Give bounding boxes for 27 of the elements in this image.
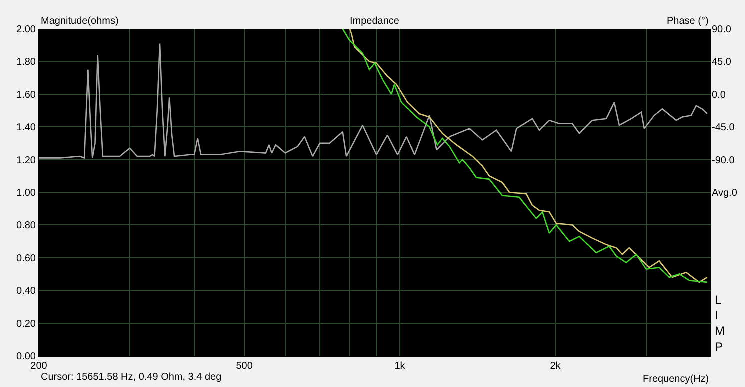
y-tick-label: 0.00: [16, 352, 36, 362]
x-axis-title: Frequency(Hz): [643, 374, 710, 385]
x-tick-label: 1k: [394, 361, 406, 372]
x-tick-label: 200: [30, 361, 48, 372]
y-tick-label: 1.40: [16, 122, 36, 134]
y-tick-label: 2.00: [16, 24, 36, 36]
y-tick-label: 1.00: [16, 188, 36, 199]
y2-tick-label: -45.0: [712, 122, 736, 134]
text: Cursor: 15651.58 Hz, 0.49 Ohm, 3.4 deg: [41, 372, 222, 383]
y-tick-label: 1.20: [16, 155, 36, 166]
y2-tick-label: 45.0: [712, 57, 732, 68]
y2-tick-label: Avg.0: [712, 188, 738, 199]
chart-title: Impedance: [350, 16, 400, 27]
y-tick-label: 1.80: [16, 57, 36, 68]
y-axis-title: Magnitude(ohms): [41, 16, 119, 27]
y2-axis-title: Phase (°): [667, 16, 709, 27]
y2-tick-label: 0.0: [712, 90, 726, 101]
y-tick-label: 0.40: [16, 286, 36, 298]
y-tick-label: 1.60: [16, 90, 36, 101]
text: LIMP: [715, 293, 725, 354]
x-tick-label: 2k: [550, 361, 562, 372]
y2-tick-label: 90.0: [712, 24, 732, 36]
y-tick-label: 0.80: [16, 220, 36, 232]
y-tick-label: 0.60: [16, 253, 36, 264]
x-tick-label: 500: [236, 361, 254, 372]
y2-tick-label: -90.0: [712, 155, 736, 166]
y-tick-label: 0.20: [16, 318, 36, 330]
